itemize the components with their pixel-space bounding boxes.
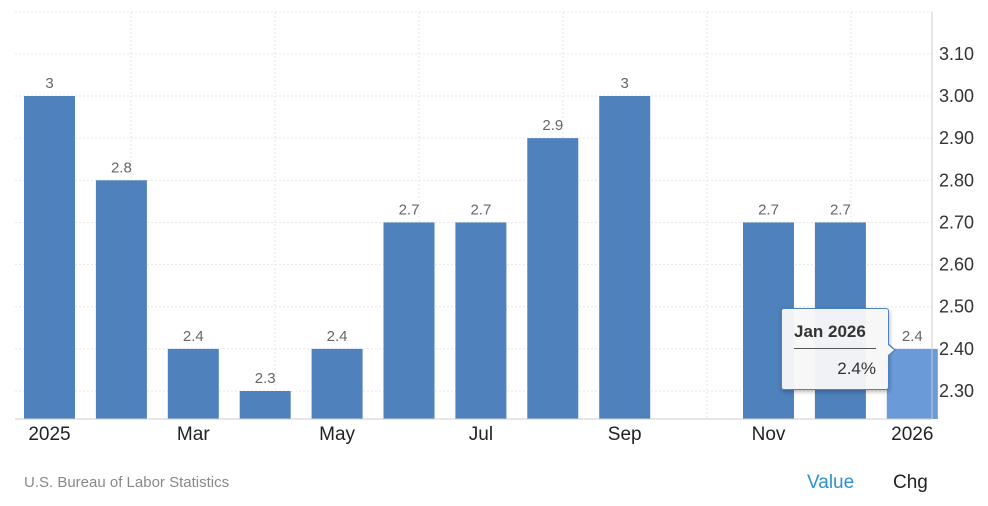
data-label: 2.4 xyxy=(902,328,923,345)
y-tick-label: 3.00 xyxy=(939,86,974,106)
chart-tooltip: Jan 2026 2.4% xyxy=(781,308,896,390)
y-tick-label: 2.30 xyxy=(939,381,974,401)
bar-jan-2025[interactable] xyxy=(24,96,75,419)
x-tick-label: May xyxy=(319,424,355,445)
bar-mar-2025[interactable] xyxy=(167,348,219,419)
tooltip-pointer-inner xyxy=(887,344,894,356)
data-label: 2.9 xyxy=(542,117,563,134)
data-label: 2.7 xyxy=(758,201,779,218)
data-label: 2.4 xyxy=(183,328,204,345)
tooltip-value: 2.4% xyxy=(837,359,876,378)
x-tick-label: 2025 xyxy=(28,424,70,445)
bar-sep-2025[interactable] xyxy=(599,96,651,419)
tab-chg[interactable]: Chg xyxy=(893,472,928,493)
data-label: 3 xyxy=(45,75,53,92)
x-tick-label: Jul xyxy=(469,424,493,445)
data-label: 2.7 xyxy=(470,201,491,218)
bar-apr-2025[interactable] xyxy=(239,391,291,419)
y-tick-label: 3.10 xyxy=(939,44,974,64)
bar-feb-2025[interactable] xyxy=(95,180,147,419)
x-tick-label: 2026 xyxy=(891,424,933,445)
data-label: 2.4 xyxy=(327,328,348,345)
x-tick-label: Mar xyxy=(177,424,210,445)
y-tick-label: 2.50 xyxy=(939,297,974,317)
data-label: 2.3 xyxy=(255,370,276,387)
bars xyxy=(24,96,938,419)
bar-jan-2026[interactable] xyxy=(886,348,938,419)
x-axis: 2025 Mar May Jul Sep Nov 2026 xyxy=(15,418,933,445)
data-label: 2.8 xyxy=(111,159,132,176)
y-tick-label: 2.40 xyxy=(939,339,974,359)
tooltip-divider xyxy=(794,348,876,349)
bar-jun-2025[interactable] xyxy=(383,222,435,419)
y-tick-label: 2.70 xyxy=(939,212,974,232)
x-tick-label: Sep xyxy=(608,424,642,445)
data-label: 2.7 xyxy=(830,201,851,218)
bar-may-2025[interactable] xyxy=(311,348,363,419)
bar-jul-2025[interactable] xyxy=(455,222,507,419)
data-labels: 3 2.8 2.4 2.3 2.4 2.7 2.7 2.9 3 2.7 2.7 2.4 xyxy=(45,75,922,387)
data-label: 3 xyxy=(621,75,629,92)
source-credit: U.S. Bureau of Labor Statistics xyxy=(24,474,230,491)
bar-chart: 3 2.8 2.4 2.3 2.4 2.7 2.7 2.9 3 2.7 2.7 2.4 3.10 3.0… xyxy=(15,11,974,445)
y-tick-label: 2.90 xyxy=(939,128,974,148)
tooltip-title: Jan 2026 xyxy=(794,322,866,341)
y-tick-label: 2.80 xyxy=(939,170,974,190)
data-label: 2.7 xyxy=(399,201,420,218)
y-tick-label: 2.60 xyxy=(939,255,974,275)
bar-aug-2025[interactable] xyxy=(527,138,579,419)
x-tick-label: Nov xyxy=(752,424,786,445)
y-axis: 3.10 3.00 2.90 2.80 2.70 2.60 2.50 2.40 2.30 xyxy=(931,12,974,419)
tab-value[interactable]: Value xyxy=(807,472,855,493)
